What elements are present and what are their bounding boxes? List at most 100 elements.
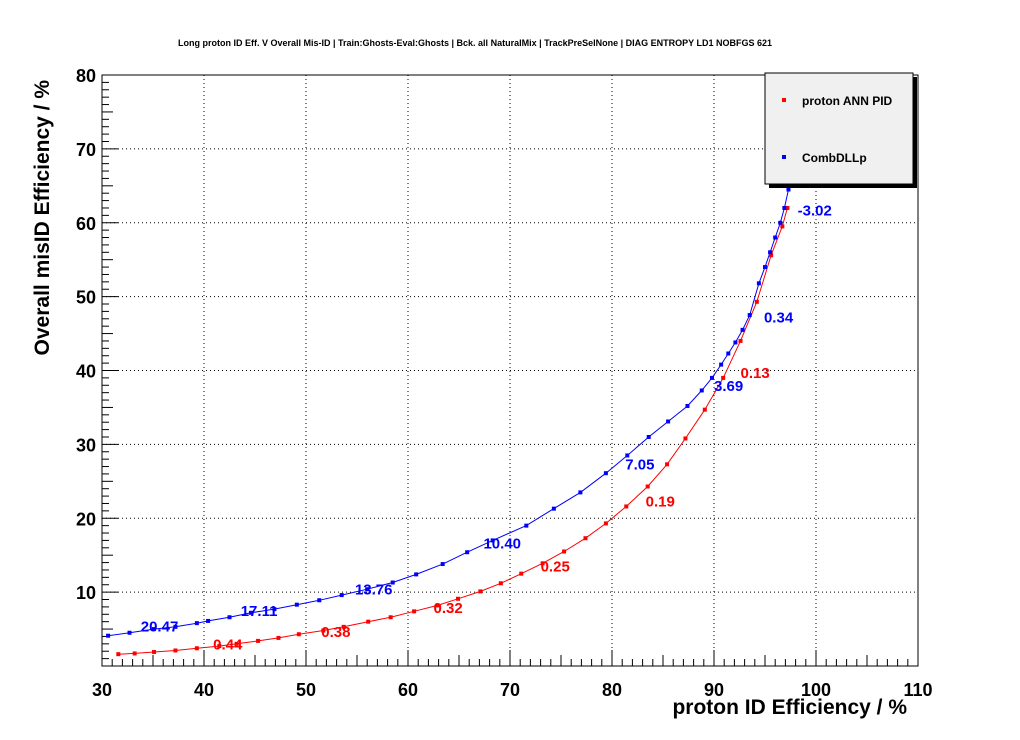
- data-point-proton-ann-pid: [234, 641, 239, 646]
- data-label: 17.11: [241, 603, 278, 620]
- data-point-combdllp: [747, 313, 752, 318]
- data-point-proton-ann-pid: [341, 624, 346, 629]
- data-point-combdllp: [227, 615, 232, 620]
- y-tick-label: 30: [76, 435, 96, 455]
- y-tick-label: 50: [76, 288, 96, 308]
- x-axis-title: proton ID Efficiency / %: [672, 696, 907, 719]
- data-point-combdllp: [365, 587, 370, 592]
- chart-title: Long proton ID Eff. V Overall Mis-ID | T…: [177, 38, 773, 48]
- data-point-proton-ann-pid: [540, 561, 545, 566]
- data-point-combdllp: [756, 281, 761, 286]
- data-point-proton-ann-pid: [603, 521, 608, 526]
- data-point-combdllp: [390, 580, 395, 585]
- data-point-combdllp: [317, 598, 322, 603]
- data-point-combdllp: [763, 265, 767, 270]
- data-point-combdllp: [603, 471, 608, 476]
- series-points: [106, 187, 791, 657]
- data-point-proton-ann-pid: [702, 407, 707, 412]
- tick-marks: [101, 74, 919, 666]
- data-point-proton-ann-pid: [498, 581, 503, 586]
- data-label: 0.34: [764, 309, 794, 326]
- data-label: 0.44: [213, 637, 243, 654]
- data-point-combdllp: [625, 453, 630, 458]
- data-point-combdllp: [339, 593, 344, 598]
- tick-labels: 30 40 50 60 70 80 90 100 110 10 20 30 40 50 60 70 80: [76, 66, 933, 700]
- data-point-proton-ann-pid: [645, 484, 650, 489]
- data-point-combdllp: [490, 538, 495, 543]
- data-point-combdllp: [524, 523, 529, 528]
- series-line-combdllp: [108, 189, 789, 637]
- y-axis-title: Overall misID Efficiency / %: [31, 80, 54, 356]
- data-label: 0.32: [434, 600, 463, 617]
- data-point-combdllp: [578, 490, 583, 495]
- data-point-combdllp: [465, 550, 470, 555]
- data-point-proton-ann-pid: [388, 615, 393, 620]
- data-point-proton-ann-pid: [132, 651, 137, 656]
- legend-marker: [782, 98, 786, 102]
- data-point-proton-ann-pid: [152, 649, 157, 654]
- data-point-combdllp: [773, 235, 778, 240]
- data-point-proton-ann-pid: [683, 436, 688, 441]
- data-label: 0.38: [321, 624, 350, 641]
- legend-box: [764, 72, 914, 185]
- data-point-proton-ann-pid: [276, 635, 281, 640]
- data-point-proton-ann-pid: [173, 648, 178, 653]
- data-point-combdllp: [726, 351, 731, 356]
- data-point-proton-ann-pid: [624, 504, 629, 509]
- x-tick-label: 110: [903, 680, 932, 700]
- data-point-proton-ann-pid: [194, 646, 199, 651]
- data-point-proton-ann-pid: [562, 549, 567, 554]
- data-label: 7.05: [625, 456, 654, 473]
- data-point-combdllp: [194, 621, 199, 626]
- data-point-combdllp: [768, 250, 773, 255]
- data-point-proton-ann-pid: [738, 338, 743, 343]
- data-point-combdllp: [782, 205, 787, 210]
- data-point-proton-ann-pid: [583, 536, 588, 541]
- point-labels: 20.47 17.11 13.76 10.40 7.05 3.69 0.34 -3.02 0.4…: [141, 202, 832, 653]
- data-point-combdllp: [206, 618, 211, 623]
- data-point-proton-ann-pid: [769, 253, 774, 258]
- data-point-combdllp: [272, 607, 277, 612]
- x-tick-label: 30: [92, 680, 112, 700]
- data-point-combdllp: [152, 627, 157, 632]
- series-line-proton-ann-pid: [118, 207, 788, 655]
- data-point-combdllp: [248, 610, 253, 615]
- x-tick-label: 90: [704, 680, 724, 700]
- legend-entry: proton ANN PID: [802, 94, 893, 108]
- data-label: -3.02: [798, 202, 832, 219]
- data-point-combdllp: [699, 388, 704, 393]
- data-label: 10.40: [483, 536, 521, 553]
- x-tick-label: 70: [500, 680, 520, 700]
- y-tick-label: 10: [76, 583, 96, 603]
- data-point-combdllp: [709, 375, 714, 380]
- x-tick-label: 60: [398, 680, 418, 700]
- data-label: 0.25: [541, 558, 570, 575]
- data-point-proton-ann-pid: [321, 628, 326, 633]
- x-tick-label: 50: [296, 680, 316, 700]
- data-label: 3.69: [714, 378, 743, 395]
- data-point-combdllp: [173, 624, 178, 629]
- y-tick-label: 60: [76, 214, 96, 234]
- data-label: 0.13: [741, 365, 770, 382]
- y-tick-label: 80: [76, 66, 96, 86]
- x-tick-label: 80: [602, 680, 622, 700]
- data-point-proton-ann-pid: [217, 644, 222, 649]
- data-point-combdllp: [294, 602, 299, 607]
- y-tick-label: 40: [76, 362, 96, 382]
- data-point-proton-ann-pid: [256, 638, 261, 643]
- data-point-combdllp: [685, 403, 690, 408]
- data-point-proton-ann-pid: [785, 205, 790, 210]
- data-label: 20.47: [141, 618, 179, 635]
- data-point-combdllp: [778, 220, 783, 225]
- data-label: 13.76: [355, 581, 393, 598]
- data-point-combdllp: [127, 630, 132, 635]
- data-point-proton-ann-pid: [116, 652, 121, 657]
- data-point-combdllp: [551, 506, 556, 511]
- data-point-proton-ann-pid: [754, 299, 759, 304]
- data-point-proton-ann-pid: [519, 571, 524, 576]
- data-point-proton-ann-pid: [412, 609, 417, 614]
- data-point-proton-ann-pid: [435, 603, 440, 608]
- legend: proton ANN PID CombDLLp: [764, 72, 917, 188]
- series-curves: [108, 189, 789, 655]
